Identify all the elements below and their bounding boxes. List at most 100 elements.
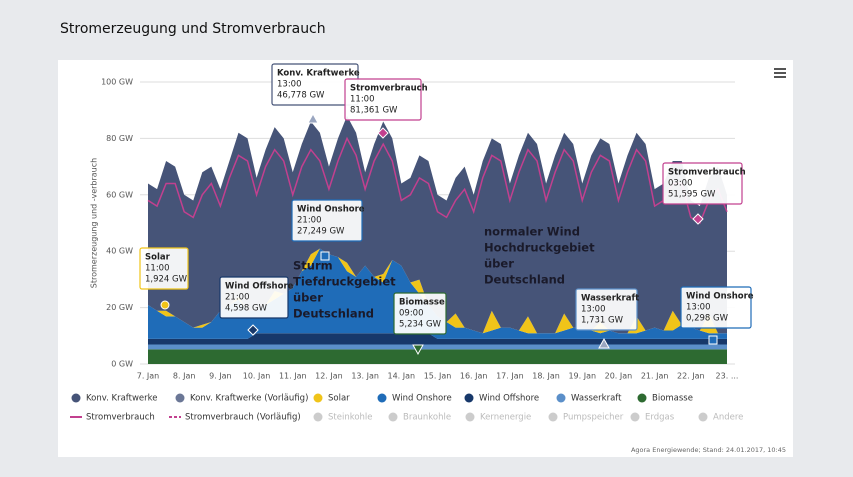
y-tick-label: 0 GW — [111, 360, 133, 369]
legend-item[interactable]: Wind Onshore — [377, 393, 452, 404]
legend-symbol — [377, 393, 387, 403]
legend-item[interactable]: Stromverbrauch — [70, 413, 155, 423]
legend-item[interactable]: Braunkohle — [388, 412, 452, 423]
legend-symbol — [630, 412, 640, 422]
legend-label: Steinkohle — [328, 413, 373, 423]
legend-item[interactable]: Andere — [698, 412, 744, 423]
legend-item[interactable]: Konv. Kraftwerke (Vorläufig) — [175, 393, 309, 404]
tooltip-box — [680, 286, 752, 329]
legend-item[interactable]: Kernenergie — [465, 412, 532, 423]
note: über — [484, 257, 514, 271]
legend-label: Andere — [713, 413, 743, 423]
legend-label: Stromverbrauch (Vorläufig) — [185, 413, 301, 423]
tooltip-value: 81,361 GW — [350, 106, 398, 116]
tooltip-title: Biomasse — [399, 298, 445, 308]
x-tick-label: 22. Jan — [677, 372, 705, 381]
legend-label: Kernenergie — [480, 413, 531, 423]
tooltip-marker — [247, 324, 259, 336]
tooltip-time: 13:00 — [277, 80, 302, 90]
tooltip-title: Wind Onshore — [686, 292, 754, 302]
tooltip-time: 13:00 — [581, 305, 606, 315]
tooltip-marker — [160, 300, 170, 310]
legend-label: Biomasse — [652, 394, 693, 404]
legend-label: Konv. Kraftwerke — [86, 394, 158, 404]
page-title: Stromerzeugung und Stromverbrauch — [60, 21, 326, 37]
x-tick-label: 8. Jan — [173, 372, 196, 381]
x-tick-label: 7. Jan — [137, 372, 160, 381]
legend-symbol — [313, 412, 323, 422]
legend-item[interactable]: Konv. Kraftwerke — [71, 393, 158, 404]
x-tick-label: 13. Jan — [351, 372, 379, 381]
area-3 — [148, 333, 727, 345]
tooltip-value: 1,731 GW — [581, 316, 624, 326]
legend-symbol — [71, 393, 81, 403]
note: normaler Wind — [484, 225, 580, 239]
source: Agora Energiewende; Stand: 24.01.2017, 1… — [631, 446, 786, 454]
legend-item[interactable]: Stromverbrauch (Vorläufig) — [169, 413, 301, 423]
legend-label: Solar — [328, 394, 350, 404]
legend-label: Stromverbrauch — [86, 413, 155, 423]
note: über — [293, 291, 323, 305]
legend-item[interactable]: Solar — [313, 393, 351, 404]
legend-item[interactable]: Erdgas — [630, 412, 675, 423]
legend-item[interactable]: Wind Offshore — [464, 393, 540, 404]
legend-item[interactable]: Biomasse — [637, 393, 693, 404]
legend-symbol — [556, 393, 566, 403]
legend-symbol — [388, 412, 398, 422]
tooltip-value: 0,298 GW — [686, 314, 729, 324]
tooltip-title: Wasserkraft — [581, 294, 639, 304]
legend-label: Wind Onshore — [392, 394, 452, 404]
consumption-line — [147, 136, 728, 225]
tooltip-title: Stromverbrauch — [350, 84, 428, 94]
area-4 — [148, 344, 727, 350]
tooltip-marker — [692, 213, 704, 225]
legend-symbol — [313, 393, 323, 403]
tooltip-title: Konv. Kraftwerke — [277, 69, 360, 79]
tooltip-marker — [412, 344, 424, 356]
legend-item[interactable]: Steinkohle — [313, 412, 373, 423]
legend-symbol — [464, 393, 474, 403]
legend-item[interactable]: Wasserkraft — [556, 393, 623, 404]
legend-label: Konv. Kraftwerke (Vorläufig) — [190, 394, 308, 404]
tooltip-box — [393, 292, 447, 335]
tooltip-value: 4,598 GW — [225, 304, 268, 314]
tooltip-box — [139, 247, 189, 290]
y-axis-title: Stromerzeugung und -verbrauch — [90, 158, 99, 288]
legend-symbol — [548, 412, 558, 422]
tooltip-marker — [307, 112, 319, 124]
tooltip-title: Wind Onshore — [297, 205, 365, 215]
legend-label: Wind Offshore — [479, 394, 539, 404]
tooltip-value: 5,234 GW — [399, 320, 442, 330]
x-tick-label: 20. Jan — [605, 372, 633, 381]
note: Deutschland — [293, 307, 374, 321]
menu-icon[interactable] — [774, 68, 786, 78]
x-tick-label: 23. ... — [716, 372, 739, 381]
tooltip-box — [662, 162, 743, 205]
area-2 — [148, 248, 727, 339]
area-0 — [148, 115, 727, 334]
tooltip-time: 21:00 — [225, 293, 250, 303]
tooltip-marker — [598, 337, 610, 349]
x-tick-label: 14. Jan — [388, 372, 416, 381]
tooltip-marker — [320, 251, 330, 261]
y-tick-label: 80 GW — [106, 134, 133, 143]
x-tick-label: 19. Jan — [568, 372, 596, 381]
note: Tiefdruckgebiet — [293, 275, 396, 289]
tooltip-value: 27,249 GW — [297, 227, 345, 237]
tooltip-title: Solar — [145, 253, 171, 263]
legend-label: Wasserkraft — [571, 394, 622, 404]
legend-item[interactable]: Pumpspeicher — [548, 412, 624, 423]
area-1 — [148, 248, 727, 334]
y-tick-label: 20 GW — [106, 303, 133, 312]
legend-label: Pumpspeicher — [563, 413, 624, 423]
tooltip-title: Stromverbrauch — [668, 168, 746, 178]
